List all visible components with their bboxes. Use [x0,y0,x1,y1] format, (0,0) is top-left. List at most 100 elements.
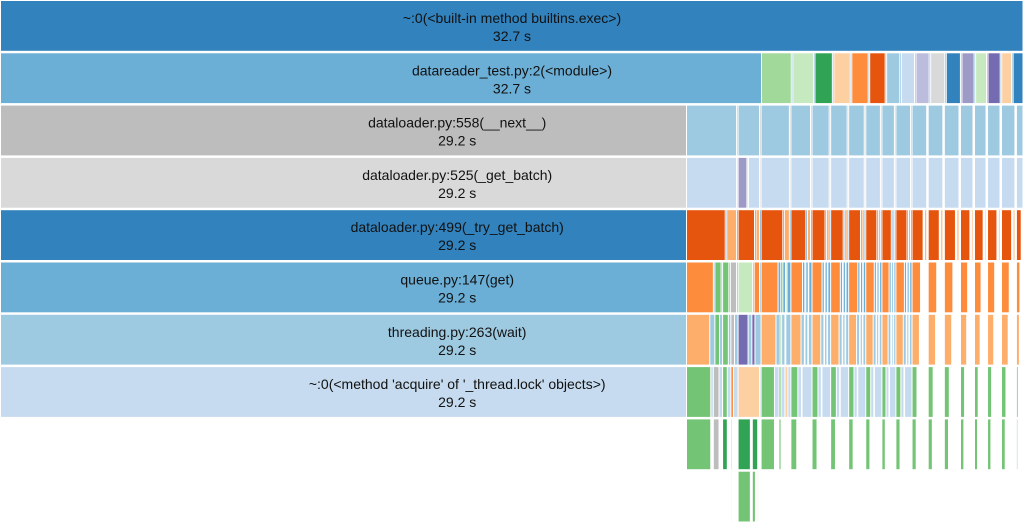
wait-child-block[interactable] [878,313,880,366]
acquire-child-block[interactable] [737,366,761,418]
wait-child-block[interactable] [875,313,878,366]
queue-get-child-block[interactable] [1013,261,1015,314]
try-get-batch-child-block[interactable] [970,209,974,261]
next-sibling-block[interactable] [973,104,987,157]
try-get-batch-child-block[interactable] [973,209,984,261]
wait-child-block[interactable] [1012,313,1015,366]
queue-get-child-block[interactable] [890,261,893,314]
wait-child-block[interactable] [954,313,956,366]
queue-get-child-block[interactable] [862,261,864,314]
queue-get-child-block[interactable] [940,261,943,314]
wait-child-block[interactable] [960,313,968,366]
block-0[interactable] [0,0,1024,52]
module-sibling-block[interactable] [833,52,851,105]
module-sibling-block[interactable] [886,52,901,105]
deepest-child-block[interactable] [751,470,756,523]
acquire-child-block[interactable] [686,366,712,418]
deep-child-block[interactable] [895,418,901,471]
acquire-child-block[interactable] [935,366,938,418]
acquire-child-block[interactable] [881,366,887,418]
get-batch-child-block[interactable] [927,156,944,209]
next-sibling-block[interactable] [927,104,944,157]
wait-child-block[interactable] [892,313,895,366]
acquire-child-block[interactable] [903,366,906,418]
queue-get-child-block[interactable] [826,261,829,314]
deep-child-block[interactable] [1015,418,1019,471]
queue-get-child-block[interactable] [906,261,908,314]
next-sibling-block[interactable] [987,104,1001,157]
try-get-batch-child-block[interactable] [1022,209,1024,261]
queue-get-child-block[interactable] [957,261,959,314]
get-batch-child-block[interactable] [737,156,748,209]
acquire-child-block[interactable] [943,366,950,418]
acquire-child-block[interactable] [919,366,922,418]
queue-get-child-block[interactable] [848,261,859,314]
get-batch-child-block[interactable] [848,156,865,209]
get-batch-child-block[interactable] [911,156,928,209]
next-sibling-block[interactable] [943,104,960,157]
queue-get-child-block[interactable] [686,261,714,314]
wait-child-block[interactable] [995,313,998,366]
module-sibling-block[interactable] [975,52,987,105]
try-get-batch-child-block[interactable] [755,209,761,261]
deep-child-block[interactable] [848,418,854,471]
deep-child-block[interactable] [830,418,836,471]
get-batch-child-block[interactable] [973,156,987,209]
wait-child-block[interactable] [730,313,736,366]
try-get-batch-child-block[interactable] [911,209,924,261]
wait-child-block[interactable] [830,313,840,366]
try-get-batch-child-block[interactable] [826,209,830,261]
acquire-child-block[interactable] [811,366,819,418]
queue-get-child-block[interactable] [875,261,878,314]
module-sibling-block[interactable] [761,52,792,105]
try-get-batch-child-block[interactable] [844,209,848,261]
deepest-child-block[interactable] [730,470,733,523]
try-get-batch-child-block[interactable] [865,209,878,261]
deep-child-block[interactable] [778,418,782,471]
try-get-batch-child-block[interactable] [987,209,998,261]
wait-child-block[interactable] [841,313,844,366]
acquire-child-block[interactable] [839,366,841,418]
try-get-batch-child-block[interactable] [830,209,844,261]
module-sibling-block[interactable] [1012,52,1024,105]
queue-get-child-block[interactable] [922,261,924,314]
wait-child-block[interactable] [1015,313,1020,366]
acquire-child-block[interactable] [1015,366,1019,418]
get-batch-child-block[interactable] [790,156,812,209]
wait-child-block[interactable] [823,313,826,366]
wait-child-block[interactable] [865,313,874,366]
try-get-batch-child-block[interactable] [726,209,738,261]
acquire-child-block[interactable] [927,366,934,418]
queue-get-child-block[interactable] [982,261,985,314]
deep-child-block[interactable] [790,418,798,471]
queue-get-child-block[interactable] [996,261,998,314]
queue-get-child-block[interactable] [911,261,922,314]
next-sibling-block[interactable] [960,104,974,157]
try-get-batch-child-block[interactable] [943,209,956,261]
queue-get-child-block[interactable] [807,261,810,314]
block-6[interactable] [0,313,914,366]
wait-child-block[interactable] [943,313,953,366]
next-sibling-block[interactable] [865,104,881,157]
next-sibling-block[interactable] [686,104,738,157]
try-get-batch-child-block[interactable] [848,209,861,261]
wait-child-block[interactable] [848,313,858,366]
queue-get-child-block[interactable] [729,261,738,314]
queue-get-child-block[interactable] [737,261,754,314]
deepest-child-block[interactable] [737,470,751,523]
wait-child-block[interactable] [790,313,802,366]
try-get-batch-child-block[interactable] [783,209,790,261]
queue-get-child-block[interactable] [865,261,875,314]
acquire-child-block[interactable] [730,366,734,418]
queue-get-child-block[interactable] [790,261,803,314]
queue-get-child-block[interactable] [844,261,847,314]
block-7[interactable] [0,366,914,418]
wait-child-block[interactable] [826,313,829,366]
queue-get-child-block[interactable] [811,261,823,314]
get-batch-child-block[interactable] [987,156,1001,209]
next-sibling-block[interactable] [1015,104,1024,157]
wait-child-block[interactable] [921,313,924,366]
acquire-child-block[interactable] [712,366,720,418]
try-get-batch-child-block[interactable] [895,209,908,261]
wait-child-block[interactable] [895,313,904,366]
